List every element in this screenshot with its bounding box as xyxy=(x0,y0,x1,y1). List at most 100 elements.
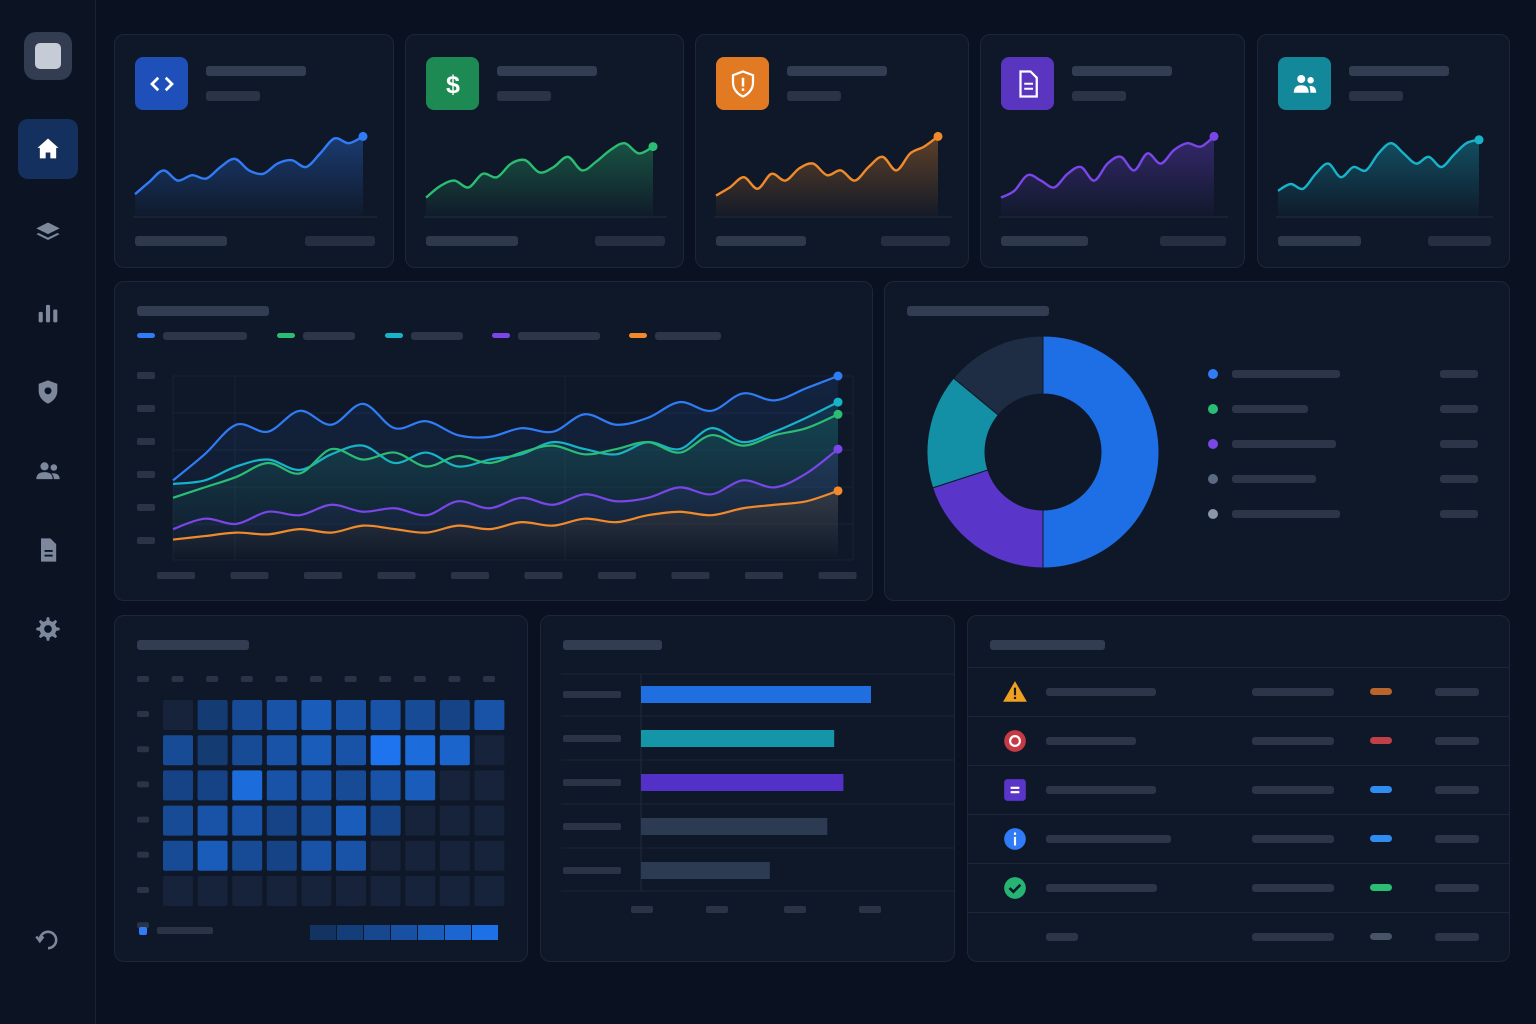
heatmap-cell xyxy=(301,700,332,730)
row-divider xyxy=(968,667,1509,668)
bar-label-placeholder xyxy=(563,691,621,698)
nav-users[interactable] xyxy=(18,441,78,501)
distribution-panel xyxy=(884,281,1510,601)
alert-row[interactable] xyxy=(968,815,1509,863)
kpi-icon-badge xyxy=(135,57,188,110)
heatmap-chart xyxy=(137,676,505,940)
kpi-card[interactable] xyxy=(114,34,394,268)
x-tick-placeholder xyxy=(745,572,783,579)
nav-history[interactable] xyxy=(18,910,78,970)
heatmap-cell xyxy=(336,840,366,871)
line-chart xyxy=(137,371,857,579)
alert-row[interactable] xyxy=(968,717,1509,765)
alert-row[interactable] xyxy=(968,668,1509,716)
bar-chart xyxy=(561,673,954,913)
warning-icon xyxy=(1003,681,1027,702)
series-line xyxy=(172,448,839,531)
legend-label-placeholder xyxy=(163,332,247,340)
heatmap-cell xyxy=(266,735,297,766)
alert-row[interactable] xyxy=(968,766,1509,814)
panel-title-placeholder xyxy=(563,640,662,650)
heatmap-legend-dot xyxy=(139,927,147,935)
legend-swatch xyxy=(137,333,155,338)
heatmap-cell xyxy=(301,770,332,801)
kpi-value-placeholder xyxy=(426,236,518,246)
nav-home[interactable] xyxy=(18,119,78,179)
alert-value-placeholder xyxy=(1435,786,1479,794)
legend-label-placeholder xyxy=(411,332,463,340)
kpi-title-placeholder xyxy=(206,66,306,76)
x-tick-placeholder xyxy=(598,572,636,579)
heatmap-cell xyxy=(439,700,470,730)
x-tick-placeholder xyxy=(230,572,269,579)
heatmap-cell xyxy=(163,770,193,801)
legend-dot xyxy=(1208,439,1218,449)
legend-dot xyxy=(1208,509,1218,519)
status-badge xyxy=(1370,835,1392,842)
column-label-placeholder xyxy=(413,676,426,682)
kpi-title-placeholder xyxy=(497,66,597,76)
kpi-card[interactable]: $ xyxy=(405,34,684,268)
row-divider xyxy=(968,716,1509,717)
heatmap-cell xyxy=(232,876,263,906)
heatmap-panel xyxy=(114,615,528,962)
shield-alert-icon xyxy=(731,69,754,98)
kpi-card[interactable] xyxy=(695,34,969,268)
kpi-sparkline xyxy=(133,131,377,218)
legend-label-placeholder xyxy=(1232,405,1308,413)
kpi-change-placeholder xyxy=(305,236,375,246)
kpi-title-placeholder xyxy=(787,66,887,76)
legend-label-placeholder xyxy=(1232,440,1336,448)
heatmap-cell xyxy=(163,735,193,766)
panel-title-placeholder xyxy=(990,640,1105,650)
bar-label-placeholder xyxy=(563,867,621,874)
kpi-card[interactable] xyxy=(980,34,1245,268)
x-tick-placeholder xyxy=(304,572,342,579)
donut-chart xyxy=(926,335,1160,569)
legend-label-placeholder xyxy=(1232,510,1340,518)
heatmap-cell xyxy=(266,700,297,730)
sparkline-end-point xyxy=(1209,131,1219,141)
error-icon xyxy=(1004,730,1026,752)
heatmap-cell xyxy=(336,876,366,906)
column-label-placeholder xyxy=(206,676,219,682)
app-logo[interactable] xyxy=(24,32,72,80)
status-badge xyxy=(1370,933,1392,940)
alert-row[interactable] xyxy=(968,864,1509,912)
heatmap-cell xyxy=(301,735,332,766)
heatmap-cell xyxy=(232,840,263,871)
y-tick-placeholder xyxy=(137,537,155,544)
alert-row[interactable] xyxy=(968,913,1509,961)
heatmap-cell xyxy=(197,770,228,801)
donut-legend xyxy=(1208,369,1478,519)
panel-title-placeholder xyxy=(907,306,1049,316)
legend-swatch xyxy=(277,333,295,338)
nav-security[interactable] xyxy=(18,362,78,422)
heatmap-cell xyxy=(163,700,193,730)
heatmap-scale-cell xyxy=(337,925,363,940)
heatmap-cell xyxy=(232,805,263,836)
heatmap-legend-label xyxy=(157,927,213,934)
heatmap-cell xyxy=(370,770,401,801)
status-badge xyxy=(1370,884,1392,891)
nav-settings[interactable] xyxy=(18,599,78,659)
kpi-card[interactable] xyxy=(1257,34,1510,268)
kpi-icon-badge: $ xyxy=(426,57,479,110)
alert-title-placeholder xyxy=(1046,737,1136,745)
legend-swatch xyxy=(492,333,510,338)
nav-layers[interactable] xyxy=(18,203,78,263)
bar xyxy=(641,818,828,835)
legend-dot xyxy=(1208,369,1218,379)
note-icon xyxy=(1004,779,1026,801)
legend-value-placeholder xyxy=(1440,440,1478,448)
series-line xyxy=(172,374,839,482)
row-label-placeholder xyxy=(137,887,149,893)
nav-documents[interactable] xyxy=(18,520,78,580)
heatmap-cell xyxy=(370,840,401,871)
heatmap-cell xyxy=(266,840,297,871)
alerts-panel xyxy=(967,615,1510,962)
home-icon xyxy=(37,138,59,159)
heatmap-cell xyxy=(439,840,470,871)
kpi-subtitle-placeholder xyxy=(1349,91,1403,101)
nav-analytics[interactable] xyxy=(18,283,78,343)
